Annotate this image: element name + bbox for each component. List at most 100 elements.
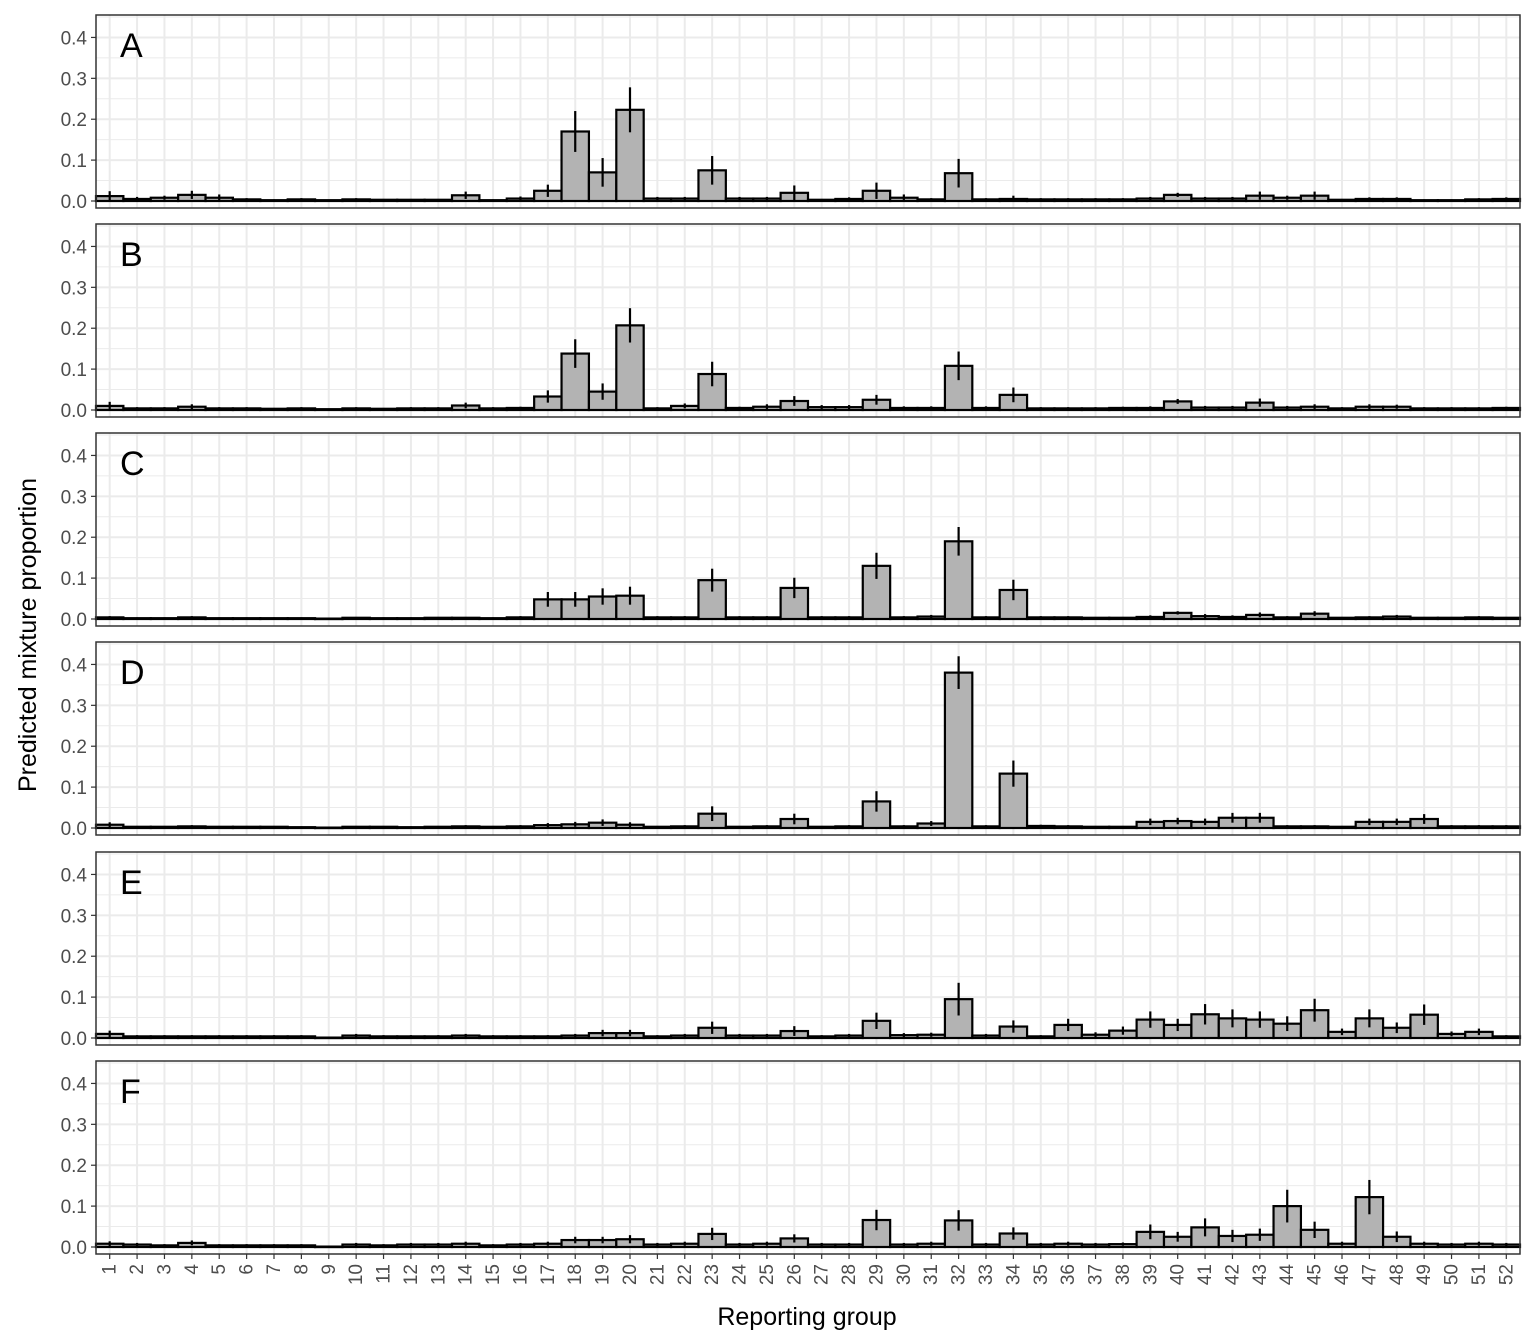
- panel-border: [95, 1060, 1521, 1255]
- y-tick-label: 0.2: [61, 1156, 87, 1177]
- x-tick-label: 4: [182, 1264, 203, 1275]
- x-tick-label: 50: [1442, 1264, 1463, 1285]
- x-tick-label: 52: [1496, 1264, 1517, 1285]
- x-tick-label: 48: [1387, 1264, 1408, 1285]
- x-tick-label: 3: [154, 1264, 175, 1275]
- y-tick-label: 0.1: [61, 1197, 87, 1218]
- x-axis-ticks: 1 2 3 4 5 6 7 8 9 10 11 12 13 14 15 16 17 18 19 20 21 22 23 24 2…: [100, 1254, 1517, 1286]
- x-tick-label: 13: [428, 1264, 449, 1285]
- y-tick-label: 0.3: [61, 69, 87, 90]
- y-tick-label: 0.0: [61, 401, 87, 422]
- y-tick-label: 0.1: [61, 778, 87, 799]
- panel-f: 0.0 0.1 0.2 0.3 0.4 F: [61, 1060, 1522, 1259]
- y-tick-label: 0.1: [61, 569, 87, 590]
- y-tick-label: 0.4: [61, 865, 88, 886]
- panel-c: 0.0 0.1 0.2 0.3 0.4 C: [61, 432, 1522, 631]
- x-tick-label: 24: [730, 1264, 751, 1286]
- panel-label-b: B: [120, 236, 143, 274]
- x-tick-label: 31: [921, 1264, 942, 1285]
- x-tick-label: 14: [456, 1264, 477, 1286]
- panel-label-c: C: [120, 445, 145, 483]
- x-tick-label: 36: [1058, 1264, 1079, 1285]
- bar-d-29: [861, 800, 892, 830]
- x-tick-label: 6: [237, 1264, 258, 1275]
- x-tick-label: 5: [209, 1264, 230, 1275]
- x-tick-label: 18: [565, 1264, 586, 1285]
- y-tick-label: 0.2: [61, 319, 87, 340]
- x-tick-label: 30: [894, 1264, 915, 1285]
- x-tick-label: 21: [647, 1264, 668, 1285]
- x-tick-label: 26: [784, 1264, 805, 1285]
- panel-d: 0.0 0.1 0.2 0.3 0.4 D: [61, 641, 1522, 840]
- x-tick-label: 10: [346, 1264, 367, 1285]
- x-tick-label: 9: [319, 1264, 340, 1275]
- x-tick-label: 38: [1113, 1264, 1134, 1285]
- y-tick-label: 0.1: [61, 360, 87, 381]
- y-tick-label: 0.3: [61, 278, 87, 299]
- y-tick-label: 0.3: [61, 696, 87, 717]
- y-tick-label: 0.2: [61, 528, 87, 549]
- panel-label-a: A: [120, 27, 143, 65]
- y-tick-label: 0.0: [61, 1238, 87, 1259]
- panel-border: [95, 432, 1521, 627]
- panel-label-d: D: [120, 654, 145, 692]
- x-tick-label: 17: [538, 1264, 559, 1285]
- x-tick-label: 27: [812, 1264, 833, 1285]
- x-axis-title: Reporting group: [717, 1303, 896, 1331]
- x-tick-label: 12: [401, 1264, 422, 1285]
- x-tick-label: 16: [510, 1264, 531, 1285]
- panel-border: [95, 641, 1521, 836]
- bar-d-32: [943, 671, 974, 830]
- x-tick-label: 7: [264, 1264, 285, 1275]
- x-tick-label: 51: [1469, 1264, 1490, 1285]
- bar-f-47: [1354, 1196, 1385, 1249]
- x-tick-label: 45: [1305, 1264, 1326, 1285]
- x-tick-label: 37: [1086, 1264, 1107, 1285]
- panel-label-f: F: [120, 1073, 141, 1111]
- x-tick-label: 39: [1140, 1264, 1161, 1285]
- y-tick-label: 0.1: [61, 988, 87, 1009]
- y-tick-label: 0.2: [61, 947, 87, 968]
- x-tick-label: 19: [593, 1264, 614, 1285]
- x-tick-label: 11: [374, 1264, 395, 1284]
- y-tick-label: 0.3: [61, 1115, 87, 1136]
- y-axis-title: Predicted mixture proportion: [14, 478, 42, 792]
- panels: 0.00.10.20.30.4 A0.00.10.20.30.4 B0.00.10.…: [61, 14, 1522, 1259]
- y-tick-label: 0.4: [61, 237, 88, 258]
- panel-border: [95, 14, 1521, 209]
- y-tick-label: 0.2: [61, 110, 87, 131]
- panel-e: 0.0 0.1 0.2 0.3 0.4 E: [61, 851, 1522, 1050]
- panel-border: [95, 223, 1521, 418]
- x-tick-label: 42: [1222, 1264, 1243, 1285]
- x-tick-label: 33: [976, 1264, 997, 1285]
- x-tick-label: 15: [483, 1264, 504, 1285]
- y-tick-label: 0.4: [61, 1074, 88, 1095]
- x-tick-label: 22: [675, 1264, 696, 1285]
- x-tick-label: 35: [1031, 1264, 1052, 1285]
- y-tick-label: 0.4: [61, 28, 88, 49]
- x-tick-label: 28: [839, 1264, 860, 1285]
- y-tick-label: 0.4: [61, 446, 88, 467]
- x-tick-label: 49: [1414, 1264, 1435, 1285]
- x-tick-label: 32: [949, 1264, 970, 1285]
- panel-b: 0.0 0.1 0.2 0.3 0.4 B: [61, 223, 1522, 422]
- x-tick-label: 2: [127, 1264, 148, 1275]
- panel-a: 0.0 0.1 0.2 0.3 0.4 A: [61, 14, 1522, 213]
- x-tick-label: 8: [291, 1264, 312, 1275]
- x-tick-label: 41: [1195, 1264, 1216, 1285]
- y-tick-label: 0.0: [61, 192, 87, 213]
- x-tick-label: 47: [1359, 1264, 1380, 1285]
- x-tick-label: 46: [1332, 1264, 1353, 1285]
- y-tick-label: 0.4: [61, 655, 88, 676]
- x-tick-label: 20: [620, 1264, 641, 1285]
- y-tick-label: 0.3: [61, 906, 87, 927]
- y-tick-label: 0.2: [61, 737, 87, 758]
- panel-border: [95, 851, 1521, 1046]
- x-tick-label: 25: [757, 1264, 778, 1285]
- x-tick-label: 29: [866, 1264, 887, 1285]
- y-tick-label: 0.0: [61, 819, 87, 840]
- x-tick-label: 44: [1277, 1264, 1298, 1286]
- x-tick-label: 43: [1250, 1264, 1271, 1285]
- x-tick-label: 40: [1168, 1264, 1189, 1285]
